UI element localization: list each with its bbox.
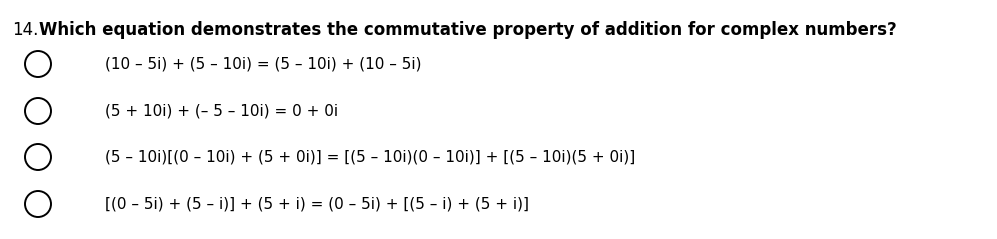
Text: [(0 – 5i) + (5 – i)] + (5 + i) = (0 – 5i) + [(5 – i) + (5 + i)]: [(0 – 5i) + (5 – i)] + (5 + i) = (0 – 5i… <box>105 196 529 212</box>
Text: (5 + 10i) + (– 5 – 10i) = 0 + 0i: (5 + 10i) + (– 5 – 10i) = 0 + 0i <box>105 103 338 119</box>
Text: (5 – 10i)[(0 – 10i) + (5 + 0i)] = [(5 – 10i)(0 – 10i)] + [(5 – 10i)(5 + 0i)]: (5 – 10i)[(0 – 10i) + (5 + 0i)] = [(5 – … <box>105 150 635 164</box>
Text: Which equation demonstrates the commutative property of addition for complex num: Which equation demonstrates the commutat… <box>39 21 896 39</box>
Text: 14.: 14. <box>12 21 38 39</box>
Text: (10 – 5i) + (5 – 10i) = (5 – 10i) + (10 – 5i): (10 – 5i) + (5 – 10i) = (5 – 10i) + (10 … <box>105 56 422 71</box>
